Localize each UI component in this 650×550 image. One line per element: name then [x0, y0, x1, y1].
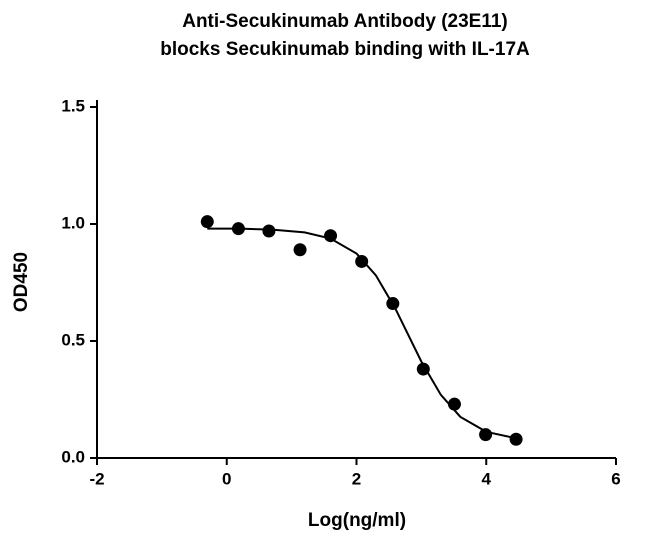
x-axis-title: Log(ng/ml) — [308, 510, 406, 531]
data-point — [262, 224, 276, 238]
data-point — [509, 432, 523, 446]
data-point — [355, 254, 369, 268]
x-tick-label: 6 — [611, 469, 620, 488]
chart-title: Anti-Secukinumab Antibody (23E11) — [182, 11, 508, 32]
data-point — [200, 215, 214, 229]
data-point — [386, 297, 400, 311]
x-tick-label: 2 — [352, 469, 361, 488]
y-tick-label: 0.5 — [61, 330, 85, 349]
y-tick-label: 1.5 — [61, 96, 85, 115]
x-tick-label: -2 — [89, 469, 104, 488]
y-tick-label: 1.0 — [61, 213, 85, 232]
y-tick-label: 0.0 — [61, 447, 85, 466]
x-tick-label: 4 — [482, 469, 492, 488]
data-point — [293, 243, 307, 257]
data-point — [447, 397, 461, 411]
chart-title: blocks Secukinumab binding with IL-17A — [160, 39, 530, 60]
data-point — [324, 229, 338, 243]
y-axis-title: OD450 — [11, 252, 32, 312]
x-tick-label: 0 — [222, 469, 231, 488]
fit-curve — [207, 227, 519, 440]
data-point — [416, 362, 430, 376]
data-point — [479, 428, 493, 442]
data-point — [231, 222, 245, 236]
